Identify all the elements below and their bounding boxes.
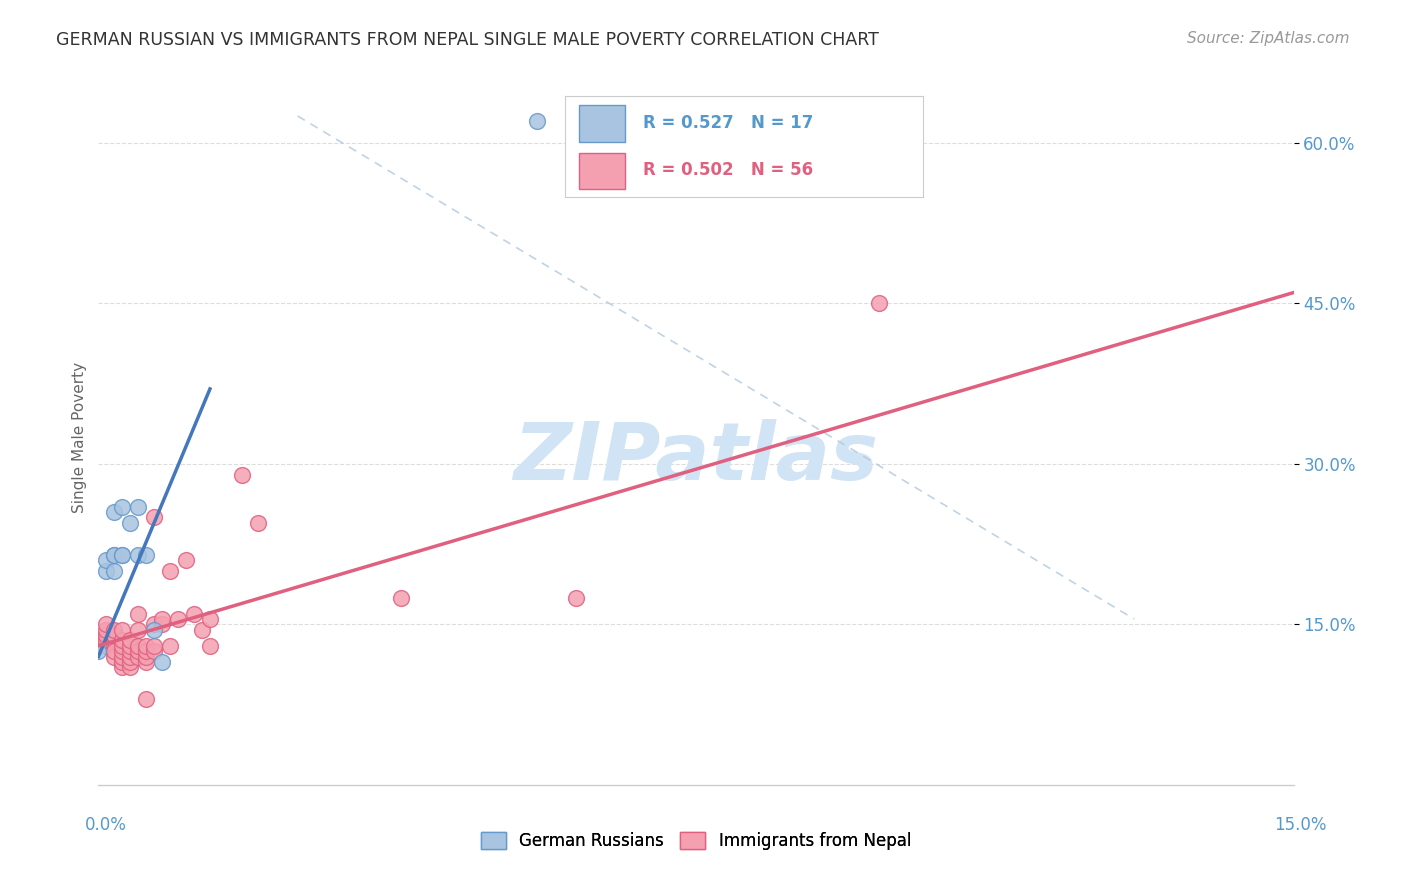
Point bbox=[198, 612, 221, 626]
Point bbox=[120, 649, 142, 664]
Point bbox=[120, 655, 142, 669]
Point bbox=[96, 633, 118, 648]
Point bbox=[111, 649, 134, 664]
Point bbox=[96, 617, 118, 632]
Point bbox=[167, 612, 190, 626]
Point bbox=[103, 628, 125, 642]
Point bbox=[150, 617, 173, 632]
Point bbox=[111, 644, 134, 658]
Point bbox=[96, 553, 118, 567]
Point bbox=[87, 644, 110, 658]
Point bbox=[96, 628, 118, 642]
Point bbox=[127, 500, 149, 514]
Point bbox=[103, 633, 125, 648]
Point bbox=[135, 639, 157, 653]
Point bbox=[191, 623, 214, 637]
Point bbox=[565, 591, 588, 605]
Point bbox=[111, 633, 134, 648]
Point bbox=[103, 548, 125, 562]
Point bbox=[526, 114, 548, 128]
Point bbox=[87, 633, 110, 648]
Point bbox=[103, 644, 125, 658]
Point bbox=[389, 591, 412, 605]
Point bbox=[103, 564, 125, 578]
Point bbox=[198, 639, 221, 653]
Point bbox=[103, 505, 125, 519]
Point bbox=[111, 548, 134, 562]
Point bbox=[143, 644, 166, 658]
Point bbox=[159, 564, 181, 578]
Point bbox=[96, 623, 118, 637]
Point bbox=[127, 644, 149, 658]
Point bbox=[103, 628, 125, 642]
Point bbox=[103, 649, 125, 664]
Point bbox=[143, 623, 166, 637]
Point bbox=[103, 639, 125, 653]
Point bbox=[111, 500, 134, 514]
Point bbox=[120, 639, 142, 653]
Point bbox=[127, 607, 149, 621]
Text: GERMAN RUSSIAN VS IMMIGRANTS FROM NEPAL SINGLE MALE POVERTY CORRELATION CHART: GERMAN RUSSIAN VS IMMIGRANTS FROM NEPAL … bbox=[56, 31, 879, 49]
Point bbox=[111, 655, 134, 669]
Point bbox=[120, 660, 142, 674]
Text: Source: ZipAtlas.com: Source: ZipAtlas.com bbox=[1187, 31, 1350, 46]
Point bbox=[96, 564, 118, 578]
Point bbox=[159, 639, 181, 653]
Point bbox=[150, 655, 173, 669]
Point bbox=[120, 633, 142, 648]
Point bbox=[103, 548, 125, 562]
Point bbox=[231, 467, 253, 482]
Point bbox=[135, 692, 157, 706]
Point bbox=[87, 639, 110, 653]
Point bbox=[135, 644, 157, 658]
Point bbox=[120, 516, 142, 530]
Point bbox=[143, 510, 166, 524]
Point bbox=[127, 623, 149, 637]
Point bbox=[135, 548, 157, 562]
Point bbox=[127, 548, 149, 562]
Point bbox=[111, 660, 134, 674]
Point bbox=[246, 516, 269, 530]
Text: 15.0%: 15.0% bbox=[1274, 816, 1327, 834]
Point bbox=[143, 639, 166, 653]
Point bbox=[174, 553, 197, 567]
Point bbox=[96, 639, 118, 653]
Point bbox=[111, 548, 134, 562]
Point bbox=[111, 639, 134, 653]
Legend: German Russians, Immigrants from Nepal: German Russians, Immigrants from Nepal bbox=[474, 825, 918, 856]
Point bbox=[143, 617, 166, 632]
Point bbox=[111, 623, 134, 637]
Point bbox=[127, 639, 149, 653]
Point bbox=[120, 644, 142, 658]
Text: 0.0%: 0.0% bbox=[84, 816, 127, 834]
Point bbox=[135, 649, 157, 664]
Text: ZIPatlas: ZIPatlas bbox=[513, 419, 879, 497]
Point bbox=[150, 612, 173, 626]
Point bbox=[868, 296, 890, 310]
Y-axis label: Single Male Poverty: Single Male Poverty bbox=[72, 361, 87, 513]
Point bbox=[127, 649, 149, 664]
Point bbox=[135, 655, 157, 669]
Point bbox=[183, 607, 205, 621]
Point bbox=[103, 623, 125, 637]
